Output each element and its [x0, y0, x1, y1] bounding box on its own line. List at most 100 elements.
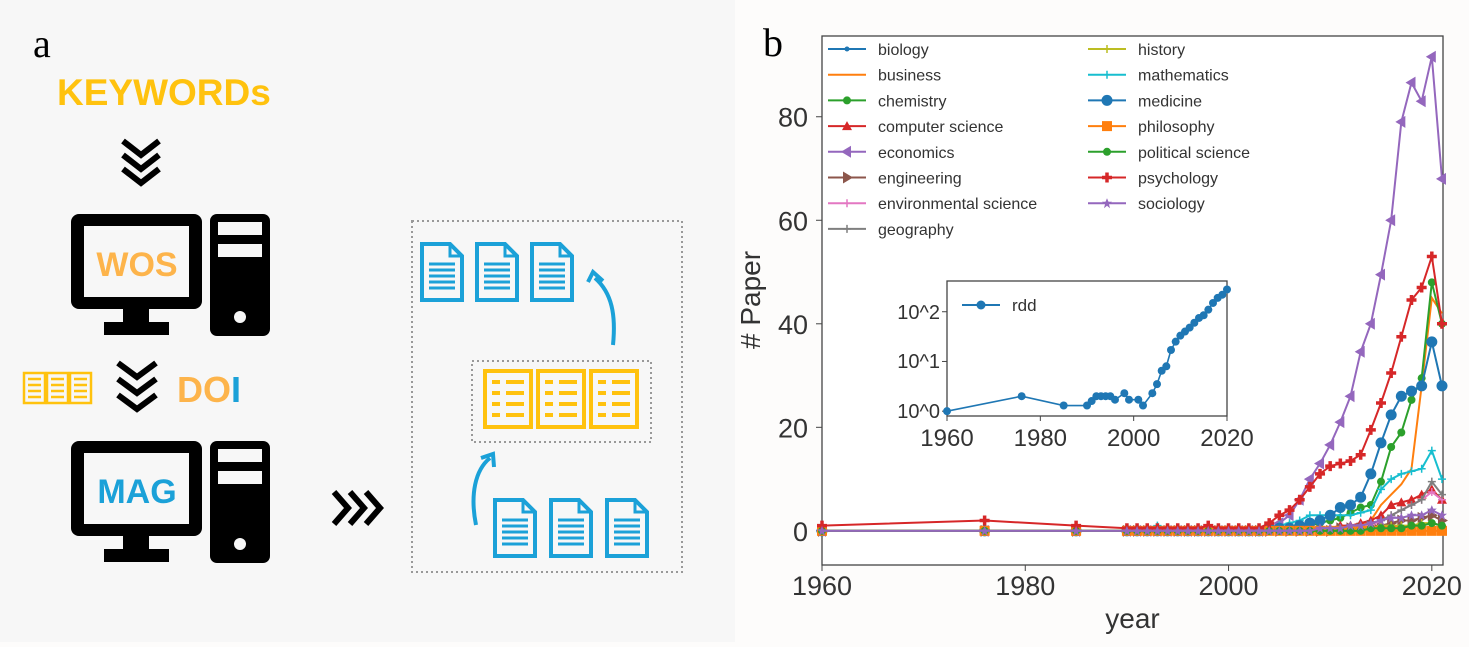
x-tick-label: 2000	[1199, 571, 1259, 601]
document-icon	[605, 498, 649, 558]
legend-marker	[1102, 198, 1112, 209]
data-point	[1417, 521, 1426, 530]
inset-x-tick-label: 1980	[1014, 425, 1067, 452]
data-point	[1376, 397, 1386, 408]
data-point	[1427, 519, 1436, 528]
data-point	[1427, 488, 1436, 497]
mag-label: MAG	[97, 473, 176, 511]
data-point	[1204, 305, 1213, 314]
data-point	[1284, 505, 1295, 516]
data-point	[1376, 510, 1387, 520]
data-point	[1407, 500, 1416, 509]
data-point	[1218, 290, 1227, 299]
data-point	[1356, 503, 1365, 512]
inset-y-tick-label: 10^0	[897, 401, 940, 423]
data-point	[1344, 390, 1355, 403]
data-point	[1132, 525, 1143, 536]
data-point	[1334, 502, 1346, 514]
data-point	[1387, 442, 1396, 451]
legend-item: environmental science	[828, 196, 1037, 213]
data-point	[1017, 392, 1026, 401]
legend-item: engineering	[828, 171, 962, 188]
y-tick-label: 80	[778, 103, 808, 133]
legend-marker	[1102, 172, 1112, 183]
data-point	[1436, 318, 1447, 329]
data-point	[1387, 524, 1396, 533]
data-point	[1417, 495, 1426, 504]
data-point	[1436, 525, 1447, 536]
data-point	[1426, 525, 1437, 536]
data-point	[1406, 494, 1417, 504]
series-sociology	[817, 505, 1447, 536]
keywords-label: KEYWORDs	[57, 72, 271, 113]
chevron-down-icon	[121, 138, 161, 187]
document-icon	[530, 242, 574, 302]
legend-label: economics	[878, 145, 954, 162]
data-point	[1437, 521, 1446, 530]
doi-label: DOI	[177, 369, 241, 410]
chevron-right-icon	[331, 490, 384, 526]
data-point	[1375, 268, 1386, 281]
document-icon	[420, 242, 464, 302]
data-point	[1345, 499, 1357, 511]
data-point	[1397, 524, 1406, 533]
document-icon	[493, 498, 537, 558]
legend-item: mathematics	[1088, 68, 1229, 85]
data-point	[1406, 510, 1417, 521]
data-point	[1120, 389, 1129, 398]
data-point	[1416, 380, 1428, 392]
y-axis-label: # Paper	[735, 251, 766, 349]
x-tick-label: 1960	[792, 571, 852, 601]
data-point	[1324, 509, 1336, 521]
data-point	[1274, 510, 1285, 521]
legend: biology business chemistry computer science…	[828, 42, 1250, 239]
legend-item: psychology	[1088, 171, 1218, 188]
data-point	[1396, 512, 1407, 523]
data-point	[1274, 525, 1285, 536]
table-dotted-box	[471, 360, 652, 443]
data-point	[1335, 523, 1346, 534]
legend-label: mathematics	[1138, 68, 1229, 85]
data-point	[979, 525, 990, 536]
legend-item: political science	[1088, 145, 1250, 162]
data-point	[1294, 525, 1305, 536]
data-point	[1193, 525, 1204, 536]
data-point	[1134, 395, 1143, 404]
data-point	[1385, 214, 1396, 227]
computer-icon-wos: WOS	[71, 214, 270, 336]
document-icons-top	[420, 242, 574, 302]
legend-label: political science	[1138, 145, 1250, 162]
data-point	[1377, 485, 1385, 494]
data-point	[1153, 380, 1161, 389]
data-point	[1406, 525, 1417, 536]
inset-x-tick-label: 2020	[1200, 425, 1253, 452]
data-point	[1171, 337, 1180, 346]
legend-label: philosophy	[1138, 119, 1215, 136]
x-axis-label: year	[1105, 603, 1159, 634]
data-point	[1387, 475, 1396, 484]
series-rdd	[943, 285, 1231, 416]
legend-item: geography	[828, 222, 954, 239]
output-dotted-box	[411, 220, 683, 573]
legend-marker	[1103, 70, 1111, 79]
data-point	[1325, 523, 1336, 534]
data-point	[1121, 525, 1132, 536]
data-point	[1346, 511, 1355, 520]
data-point	[1407, 395, 1416, 404]
data-point	[1416, 510, 1427, 521]
data-point	[1426, 336, 1438, 348]
legend-item: biology	[828, 42, 929, 59]
inset-x-tick-label: 1960	[920, 425, 973, 452]
data-point	[1345, 520, 1356, 531]
data-point	[1152, 525, 1163, 536]
chevron-down-icon	[116, 360, 158, 413]
data-point	[1405, 76, 1416, 89]
data-point	[1324, 438, 1335, 451]
legend-marker	[1103, 45, 1111, 53]
legend-label: medicine	[1138, 93, 1202, 110]
data-point	[817, 525, 827, 536]
data-point	[1365, 518, 1376, 529]
legend-item: medicine	[1088, 93, 1202, 110]
data-point	[1377, 524, 1386, 533]
data-point	[1354, 345, 1365, 358]
